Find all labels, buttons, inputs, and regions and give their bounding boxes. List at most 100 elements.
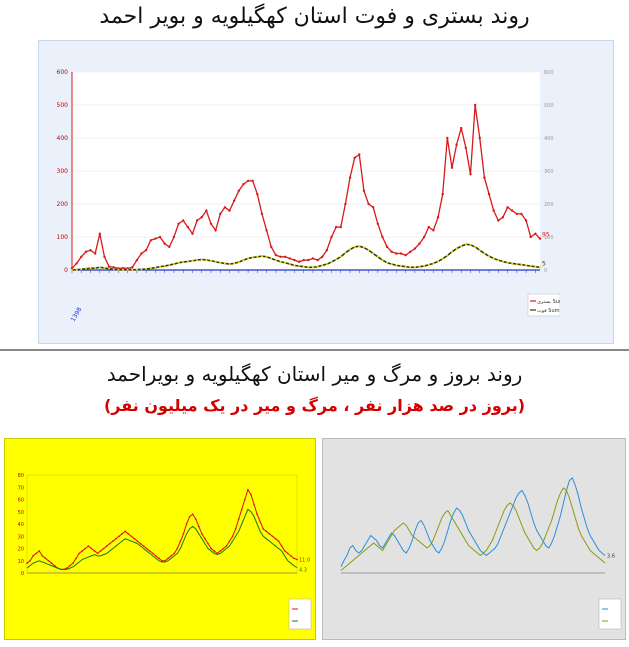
- series-hospitalized-line: [71, 104, 541, 270]
- y2-tick-label: 200: [544, 202, 554, 208]
- series-death-point: [464, 243, 467, 246]
- series-hospitalized-point: [464, 146, 468, 150]
- series-death-point: [506, 261, 509, 264]
- series-hospitalized-point: [469, 173, 472, 176]
- incidence-series-a-point: [158, 557, 160, 560]
- gray-incidence-panel: 3.6: [322, 438, 626, 640]
- incidence-series-a-point: [280, 545, 283, 547]
- series-b-line: [340, 487, 606, 571]
- series-hospitalized-point: [334, 225, 338, 229]
- series-hospitalized-point: [427, 225, 430, 229]
- y-tick-label: 40: [18, 522, 24, 528]
- y2-tick-label: 600: [544, 70, 554, 76]
- series-death-point: [311, 266, 314, 269]
- series-death-point: [339, 255, 342, 258]
- incidence-series-a-point: [194, 518, 197, 520]
- series-death-point: [515, 263, 518, 266]
- series-death-point: [205, 259, 208, 262]
- series-hospitalized-point: [460, 126, 463, 130]
- series-hospitalized-point: [265, 229, 268, 232]
- series-death-point: [409, 266, 412, 269]
- series-hospitalized-point: [288, 257, 291, 260]
- incidence-series-a-point: [93, 550, 96, 552]
- series-death-point: [200, 258, 203, 261]
- series-death-point: [298, 265, 301, 268]
- series-hospitalized-point: [228, 209, 231, 212]
- series-hospitalized-point: [168, 245, 171, 249]
- series-hospitalized-point: [158, 235, 162, 239]
- series-hospitalized-point: [172, 235, 176, 239]
- series-death-point: [71, 269, 73, 271]
- series-hospitalized-point: [446, 136, 449, 140]
- series-death-point: [358, 245, 361, 248]
- incidence-series-a-point: [231, 535, 234, 538]
- incidence-series-a-point: [161, 559, 163, 562]
- incidence-series-a-point: [240, 508, 243, 511]
- series-hospitalized-point: [200, 216, 203, 219]
- series-hospitalized-point: [103, 255, 106, 258]
- series-death-point: [325, 263, 328, 266]
- series-death-point: [469, 243, 472, 246]
- series-death-point: [520, 263, 523, 266]
- series-hospitalized-point: [251, 179, 254, 183]
- series-hospitalized-point: [506, 206, 509, 209]
- series-hospitalized-point: [339, 225, 342, 229]
- incidence-series-a-point: [216, 552, 219, 555]
- series-death-point: [483, 252, 486, 255]
- incidence-series-a-point: [256, 513, 258, 515]
- series-death-point: [330, 261, 333, 264]
- series-death-point: [228, 263, 231, 266]
- y-tick-label: 30: [18, 534, 24, 540]
- series-death-point: [525, 264, 528, 267]
- incidence-series-a-point: [179, 540, 182, 542]
- series-hospitalized-point: [376, 222, 380, 225]
- series-hospitalized-point: [538, 237, 542, 240]
- series-hospitalized-point: [487, 192, 491, 196]
- incidence-series-a-point: [268, 533, 271, 535]
- series-death-point: [455, 247, 458, 250]
- series-death-point: [474, 245, 477, 248]
- incidence-series-a-point: [191, 513, 194, 515]
- incidence-series-a-point: [115, 537, 117, 540]
- series-death-point: [149, 267, 152, 270]
- incidence-series-a-point: [213, 550, 215, 552]
- incidence-series-a-point: [222, 547, 225, 550]
- series-death-point: [316, 265, 319, 268]
- series-death-point: [460, 245, 463, 248]
- series-death-point: [251, 256, 254, 259]
- series-death-point: [367, 249, 370, 252]
- incidence-series-a-point: [155, 555, 157, 557]
- series-hospitalized-point: [510, 209, 514, 212]
- series-death-point: [284, 261, 287, 264]
- series-hospitalized-point: [483, 176, 486, 179]
- series-death-point: [441, 257, 444, 260]
- incidence-series-a-point: [81, 550, 84, 552]
- series-hospitalized-point: [330, 235, 333, 239]
- series-hospitalized-point: [348, 176, 352, 179]
- series-hospitalized-point: [399, 252, 403, 255]
- series-death-point: [168, 264, 171, 267]
- series-hospitalized-point: [219, 212, 222, 216]
- incidence-series-a-point: [87, 545, 90, 547]
- incidence-series-a-point: [127, 533, 130, 535]
- incidence-series-a-point: [198, 525, 200, 528]
- top-chart-plot: 0100200300400500600139895501002003004005…: [57, 69, 560, 323]
- series-hospitalized-point: [422, 235, 426, 239]
- y-tick-label: 100: [57, 234, 69, 241]
- series-death-point: [265, 255, 268, 258]
- series-death-point: [145, 268, 148, 271]
- incidence-series-a-point: [293, 557, 295, 560]
- series-hospitalized-point: [395, 252, 398, 255]
- series-death-point: [488, 255, 491, 258]
- incidence-series-a-point: [265, 530, 268, 533]
- incidence-series-a-point: [118, 535, 120, 538]
- series-death-point: [260, 255, 263, 258]
- series-hospitalized-point: [182, 219, 185, 222]
- incidence-series-a-point: [247, 488, 249, 491]
- series-death-point: [437, 260, 440, 263]
- series-death-point: [84, 267, 87, 270]
- series-hospitalized-point: [418, 242, 421, 245]
- series-hospitalized-point: [492, 209, 495, 212]
- series-death-point: [214, 260, 217, 263]
- series-hospitalized-point: [316, 258, 319, 262]
